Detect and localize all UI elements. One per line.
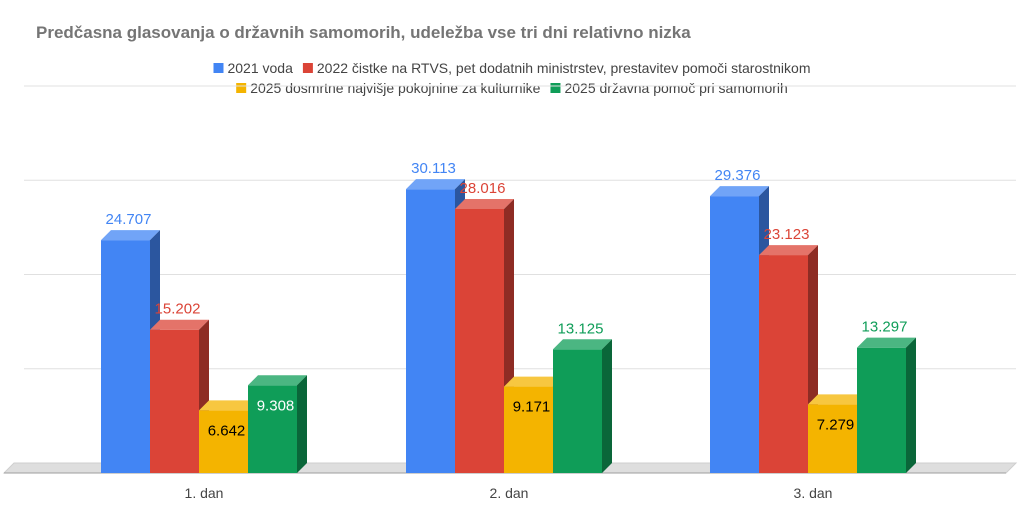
- legend: 2021 voda 2022 čistke na RTVS, pet dodatn…: [213, 60, 811, 96]
- legend-item: 2022 čistke na RTVS, pet dodatnih minist…: [302, 60, 811, 76]
- bar: [553, 339, 612, 473]
- bar-group: [710, 186, 916, 473]
- data-label: 15.202: [155, 301, 201, 318]
- x-axis: 1. dan 2. dan 3. dan: [185, 485, 833, 501]
- chart-title: Predčasna glasovanja o državnih samomori…: [36, 23, 691, 42]
- bar-top: [808, 394, 867, 405]
- data-label: 30.113: [411, 160, 456, 177]
- bar-top: [101, 230, 160, 241]
- legend-item: 2025 državna pomoč pri samomorih: [550, 80, 788, 96]
- bar-front: [808, 404, 857, 473]
- bar-top: [504, 376, 563, 387]
- data-label: 9.308: [257, 397, 295, 414]
- bar-group: [406, 179, 612, 473]
- bar-top: [710, 186, 769, 197]
- legend-swatch: [550, 83, 561, 93]
- x-tick-label: 2. dan: [490, 485, 529, 501]
- bar-top: [455, 198, 514, 209]
- bar-front: [455, 208, 504, 473]
- legend-label: 2022 čistke na RTVS, pet dodatnih minist…: [317, 60, 811, 76]
- x-tick-label: 3. dan: [794, 485, 833, 501]
- x-tick-label: 1. dan: [185, 485, 224, 501]
- bar-front: [759, 255, 808, 473]
- bar-front: [101, 240, 150, 473]
- legend-label: 2021 voda: [227, 60, 293, 76]
- bar-top: [857, 337, 916, 348]
- bar-top: [248, 375, 307, 386]
- bar-front: [248, 385, 297, 473]
- bar-group: [101, 230, 307, 473]
- bar: [857, 337, 916, 473]
- data-label: 13.125: [558, 320, 604, 337]
- legend-label: 2025 dosmrtne najvišje pokojnine za kult…: [250, 80, 540, 96]
- data-label: 9.171: [513, 399, 551, 416]
- bar-front: [553, 349, 602, 473]
- data-label: 29.376: [715, 167, 761, 184]
- bar-front: [710, 196, 759, 473]
- data-label: 6.642: [208, 422, 246, 439]
- legend-swatch: [236, 83, 247, 93]
- legend-swatch: [302, 63, 313, 73]
- bar-front: [406, 189, 455, 473]
- legend-swatch: [213, 63, 224, 73]
- data-label: 13.297: [862, 319, 908, 336]
- bar-top: [406, 179, 465, 190]
- bar-front: [199, 410, 248, 473]
- bar-front: [504, 386, 553, 473]
- data-label: 23.123: [764, 226, 810, 243]
- bar-top: [553, 339, 612, 350]
- bar-top: [759, 245, 818, 256]
- legend-label: 2025 državna pomoč pri samomorih: [564, 80, 787, 96]
- data-label: 24.707: [106, 211, 152, 228]
- bar: [248, 375, 307, 473]
- bar-side: [906, 337, 916, 473]
- data-label: 28.016: [460, 180, 506, 197]
- bar-top: [199, 400, 258, 411]
- bar-front: [150, 329, 199, 473]
- data-label: 7.279: [817, 416, 855, 433]
- legend-item: 2021 voda: [213, 60, 293, 76]
- bar-side: [297, 375, 307, 473]
- bar-side: [602, 339, 612, 473]
- bars: [101, 179, 916, 473]
- bar-front: [857, 347, 906, 473]
- legend-item: 2025 dosmrtne najvišje pokojnine za kult…: [236, 80, 541, 96]
- bar-top: [150, 319, 209, 330]
